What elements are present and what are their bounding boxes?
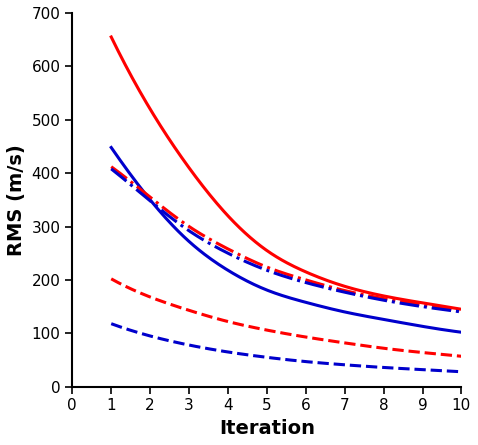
X-axis label: Iteration: Iteration (219, 419, 315, 438)
Y-axis label: RMS (m/s): RMS (m/s) (7, 144, 26, 256)
